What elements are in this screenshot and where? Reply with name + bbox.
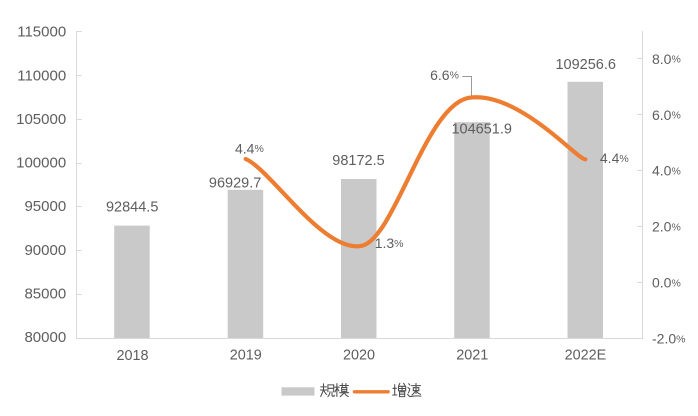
svg-text:4.4%: 4.4% <box>235 140 264 156</box>
svg-text:-2.0%: -2.0% <box>652 331 685 347</box>
svg-text:96929.7: 96929.7 <box>209 176 261 192</box>
svg-text:2022E: 2022E <box>565 348 607 364</box>
svg-text:2021: 2021 <box>456 348 488 364</box>
svg-text:104651.9: 104651.9 <box>451 122 511 138</box>
svg-text:6.0%: 6.0% <box>652 107 681 123</box>
svg-text:100000: 100000 <box>16 155 66 172</box>
svg-text:4.0%: 4.0% <box>652 163 681 179</box>
svg-text:80000: 80000 <box>24 329 66 346</box>
svg-text:2018: 2018 <box>116 348 148 364</box>
svg-text:115000: 115000 <box>17 24 66 41</box>
svg-text:95000: 95000 <box>24 198 66 215</box>
svg-text:2020: 2020 <box>343 348 375 364</box>
svg-text:98172.5: 98172.5 <box>332 153 384 169</box>
svg-text:92844.5: 92844.5 <box>106 200 158 216</box>
svg-text:4.4%: 4.4% <box>600 150 629 166</box>
svg-text:110000: 110000 <box>17 67 66 84</box>
svg-text:2.0%: 2.0% <box>652 219 681 235</box>
svg-text:0.0%: 0.0% <box>652 275 681 291</box>
svg-text:90000: 90000 <box>24 242 66 259</box>
svg-text:6.6%: 6.6% <box>430 67 459 83</box>
svg-text:2019: 2019 <box>230 348 262 364</box>
svg-text:109256.6: 109256.6 <box>555 57 615 73</box>
svg-text:105000: 105000 <box>16 111 66 128</box>
svg-text:85000: 85000 <box>24 285 66 302</box>
svg-text:1.3%: 1.3% <box>375 235 404 251</box>
svg-text:8.0%: 8.0% <box>652 51 681 67</box>
